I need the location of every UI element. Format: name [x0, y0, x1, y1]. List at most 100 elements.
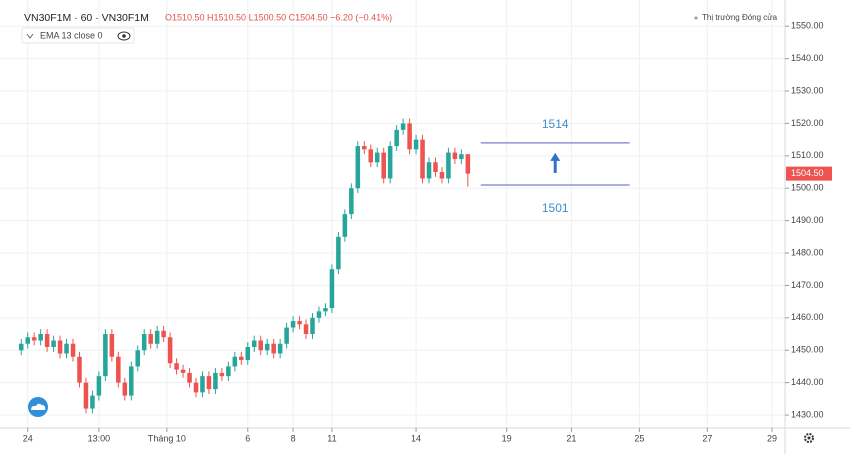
candle-body [271, 343, 276, 354]
settings-icon[interactable] [804, 433, 814, 443]
candle-body [51, 340, 56, 347]
candle-body [18, 343, 24, 351]
candle-body [290, 321, 296, 328]
collapse-icon[interactable] [26, 33, 34, 39]
candle-body [141, 334, 147, 351]
x-tick-label: 21 [566, 433, 576, 443]
x-tick-label: 25 [634, 433, 644, 443]
candle-body [394, 129, 399, 147]
y-tick-label: 1430.00 [791, 409, 824, 419]
candle-body [116, 356, 121, 383]
arrow-head [550, 152, 561, 161]
candle-body [109, 334, 115, 357]
candle-body [439, 172, 445, 179]
y-tick-label: 1500.00 [791, 183, 824, 193]
y-tick-label: 1470.00 [791, 280, 824, 290]
candle-body [277, 343, 283, 354]
candle-body [452, 152, 458, 160]
x-tick-label: 27 [702, 433, 712, 443]
indicator-label: EMA 13 close 0 [40, 30, 103, 40]
market-status: Thị trường Đóng cửa [702, 13, 778, 22]
candle-body [349, 188, 354, 215]
candle-body [400, 123, 406, 130]
y-tick-label: 1490.00 [791, 215, 824, 225]
x-tick-label: 11 [327, 433, 336, 443]
candle-body [420, 139, 425, 179]
candle-body [446, 152, 451, 179]
candle-body [90, 395, 95, 409]
candle-body [264, 343, 270, 351]
x-tick-label: 14 [411, 433, 421, 443]
candle-body [206, 376, 212, 390]
x-tick-label: 24 [23, 433, 33, 443]
x-tick-label: 29 [767, 433, 777, 443]
grid [0, 0, 785, 428]
candle-body [25, 337, 30, 344]
y-tick-label: 1540.00 [791, 53, 824, 63]
candle-body [57, 340, 63, 354]
candle-body [83, 382, 89, 409]
y-tick-label: 1450.00 [791, 345, 824, 355]
candle-body [336, 236, 341, 270]
last-price-box [786, 166, 832, 181]
candle-body [297, 321, 302, 325]
candle-body [70, 343, 76, 357]
candle-body [200, 376, 205, 393]
candle-body [38, 334, 43, 341]
candle-body [245, 346, 251, 360]
ohlc-header: O1510.50 H1510.50 L1500.50 C1504.50 −6.2… [165, 12, 392, 22]
last-price-label: 1504.50 [791, 168, 824, 178]
candle-body [316, 311, 322, 318]
candle-body [239, 356, 244, 360]
candle-body [323, 308, 328, 312]
candle-body [387, 146, 393, 179]
plot: 1514 1501 [18, 117, 630, 414]
candle-body [232, 356, 238, 367]
candle-body [77, 356, 82, 383]
y-tick-label: 1480.00 [791, 247, 824, 257]
candle-body [213, 372, 218, 390]
y-tick-label: 1440.00 [791, 377, 824, 387]
candle-body [154, 330, 160, 344]
candle-body [426, 162, 432, 179]
candle-body [122, 382, 128, 396]
x-tick-label: 13:00 [88, 433, 111, 443]
candle-body [167, 337, 173, 364]
candle-body [413, 139, 419, 150]
candle-body [187, 372, 192, 383]
candle-body [193, 382, 199, 393]
y-tick-label: 1520.00 [791, 118, 824, 128]
candle-body [368, 149, 374, 163]
y-tick-label: 1460.00 [791, 312, 824, 322]
annotation-label: 1501 [542, 201, 569, 215]
candle-body [64, 343, 69, 354]
candle-body [103, 334, 108, 377]
y-tick-label: 1510.00 [791, 150, 824, 160]
chart-title: VN30F1M · 60 · VN30F1M [24, 12, 149, 24]
candle-body [465, 154, 471, 174]
y-tick-label: 1550.00 [791, 21, 824, 31]
candle-body [329, 269, 335, 309]
candle-body [310, 317, 315, 335]
candle-body [374, 152, 380, 163]
visibility-icon[interactable] [117, 31, 131, 41]
candle-body [226, 366, 231, 377]
y-tick-label: 1530.00 [791, 85, 824, 95]
candle-body [219, 372, 225, 377]
candle-body [44, 334, 50, 347]
candle-body [303, 324, 309, 335]
x-tick-label: 6 [245, 433, 250, 443]
candle-body [161, 330, 166, 338]
candle-body [284, 327, 289, 344]
candle-body [129, 366, 134, 396]
logo [28, 397, 48, 417]
candle-body [407, 123, 412, 150]
candle-body [433, 162, 438, 173]
indicator-box[interactable] [21, 27, 135, 44]
candle-body [96, 376, 102, 396]
candle-body [174, 363, 179, 370]
candle-body [355, 146, 361, 189]
x-tick-label: 8 [291, 433, 296, 443]
candle-body [258, 340, 263, 351]
